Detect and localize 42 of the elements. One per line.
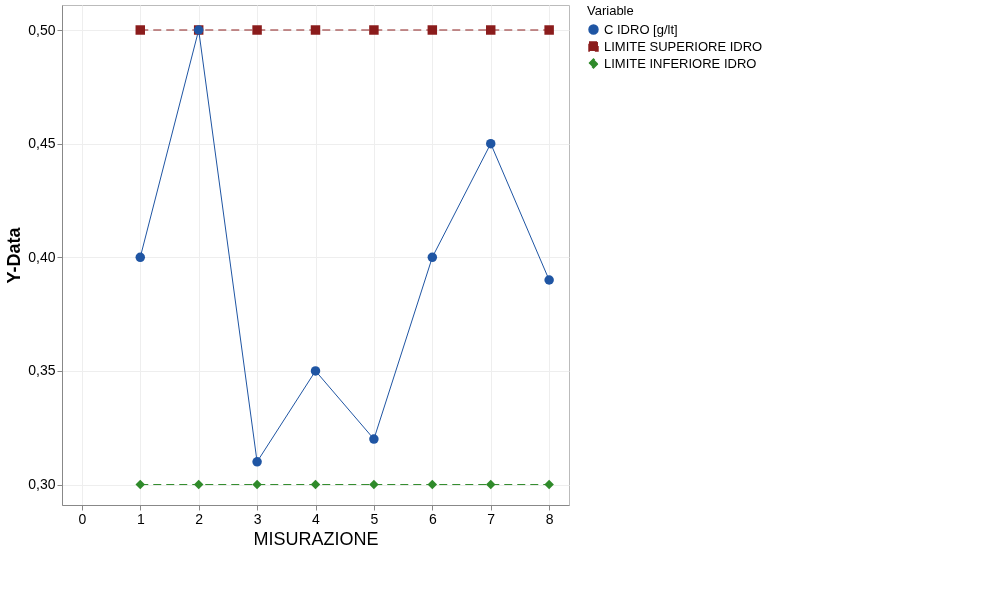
y-tick-label: 0,45 xyxy=(28,135,56,152)
point xyxy=(427,25,438,35)
point xyxy=(252,479,262,490)
x-tick-label: 0 xyxy=(78,510,87,527)
point xyxy=(427,252,438,263)
point xyxy=(135,252,146,263)
point xyxy=(193,479,204,490)
x-tick-label: 5 xyxy=(370,510,379,527)
x-tick-label: 7 xyxy=(487,510,496,527)
x-tick-label: 4 xyxy=(312,510,321,527)
y-tick-label: 0,30 xyxy=(28,476,56,493)
point xyxy=(485,25,496,35)
y-tick-label: 0,50 xyxy=(28,21,56,38)
point xyxy=(135,25,146,35)
legend-label: LIMITE SUPERIORE IDRO xyxy=(604,38,763,54)
x-tick-label: 2 xyxy=(195,510,204,527)
legend-label: LIMITE INFERIORE IDRO xyxy=(604,55,757,71)
point xyxy=(310,25,321,35)
x-tick-label: 8 xyxy=(545,510,554,527)
point xyxy=(135,479,146,490)
x-tick-label: 1 xyxy=(136,510,145,527)
point xyxy=(252,25,262,35)
point xyxy=(369,434,379,444)
y-axis-title: Y-Data xyxy=(4,226,25,284)
x-tick-label: 3 xyxy=(253,510,262,527)
y-tick-label: 0,35 xyxy=(28,362,56,379)
x-tick-label: 6 xyxy=(428,510,437,527)
point xyxy=(310,479,321,490)
point xyxy=(544,275,554,285)
point xyxy=(427,479,438,490)
point xyxy=(544,25,554,35)
point xyxy=(252,457,262,467)
point xyxy=(310,366,321,376)
legend-label: C IDRO [g/lt] xyxy=(604,21,678,37)
legend-title: Variable xyxy=(587,3,634,18)
point xyxy=(369,479,379,490)
point xyxy=(544,479,554,490)
x-axis-title: MISURAZIONE xyxy=(253,528,379,549)
point xyxy=(485,138,496,149)
point xyxy=(485,479,496,490)
y-tick-label: 0,40 xyxy=(28,248,56,265)
point xyxy=(369,25,379,35)
